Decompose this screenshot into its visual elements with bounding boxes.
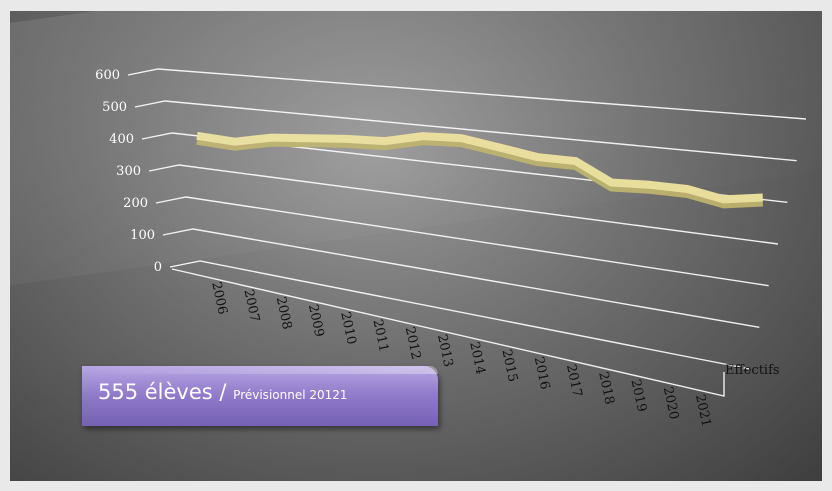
chart-y-axis: 0 100 200 300 400 500 600 bbox=[95, 68, 162, 275]
chart-series bbox=[196, 131, 763, 209]
x-tick-label: 2016 bbox=[531, 355, 553, 390]
y-tick-label: 200 bbox=[123, 196, 148, 211]
banner-text: 555 élèves / Prévisionnel 20121 bbox=[98, 380, 348, 404]
banner-main-text: 555 élèves bbox=[98, 380, 213, 404]
y-tick-label: 0 bbox=[154, 260, 162, 275]
x-tick-label: 2014 bbox=[466, 340, 488, 375]
x-tick-label: 2012 bbox=[402, 325, 424, 360]
x-tick-label: 2020 bbox=[660, 385, 682, 420]
gridline bbox=[127, 68, 807, 120]
x-tick-label: 2018 bbox=[595, 370, 617, 405]
gridline bbox=[148, 164, 779, 245]
gridline bbox=[162, 228, 760, 329]
chart: 0 100 200 300 400 500 600 2006 2007 2008 2009 2010… bbox=[95, 68, 807, 428]
enrollment-banner: 555 élèves / Prévisionnel 20121 bbox=[82, 366, 438, 426]
banner-sub-text: Prévisionnel 20121 bbox=[233, 388, 348, 402]
chart-x-axis: 2006 2007 2008 2009 2010 2011 2012 2013 2014 2015… bbox=[208, 280, 713, 428]
slide-background: 0 100 200 300 400 500 600 2006 2007 2008 2009 2010… bbox=[10, 11, 822, 481]
gridline bbox=[155, 196, 769, 287]
x-tick-label: 2011 bbox=[369, 318, 391, 353]
chart-floor-edge bbox=[171, 268, 725, 397]
series-ribbon-side bbox=[196, 136, 763, 209]
banner-separator: / bbox=[212, 380, 234, 404]
gridline bbox=[169, 260, 751, 370]
chart-gridlines bbox=[127, 68, 807, 397]
gridline bbox=[141, 132, 788, 204]
series-line-effectifs bbox=[196, 131, 763, 204]
gridline bbox=[134, 100, 797, 162]
y-tick-label: 500 bbox=[102, 100, 127, 115]
y-tick-label: 400 bbox=[109, 132, 134, 147]
x-tick-label: 2007 bbox=[240, 288, 262, 323]
y-tick-label: 100 bbox=[130, 228, 155, 243]
series-label-effectifs: Effectifs bbox=[725, 363, 780, 378]
x-tick-label: 2013 bbox=[434, 333, 456, 368]
x-tick-label: 2015 bbox=[498, 348, 520, 383]
x-tick-label: 2019 bbox=[627, 378, 649, 413]
y-tick-label: 300 bbox=[116, 164, 141, 179]
x-tick-label: 2009 bbox=[305, 303, 327, 338]
x-tick-label: 2008 bbox=[273, 295, 295, 330]
x-tick-label: 2010 bbox=[337, 310, 359, 345]
x-tick-label: 2021 bbox=[692, 393, 714, 428]
x-tick-label: 2017 bbox=[563, 363, 585, 398]
x-tick-label: 2006 bbox=[208, 280, 230, 315]
y-tick-label: 600 bbox=[95, 68, 120, 83]
